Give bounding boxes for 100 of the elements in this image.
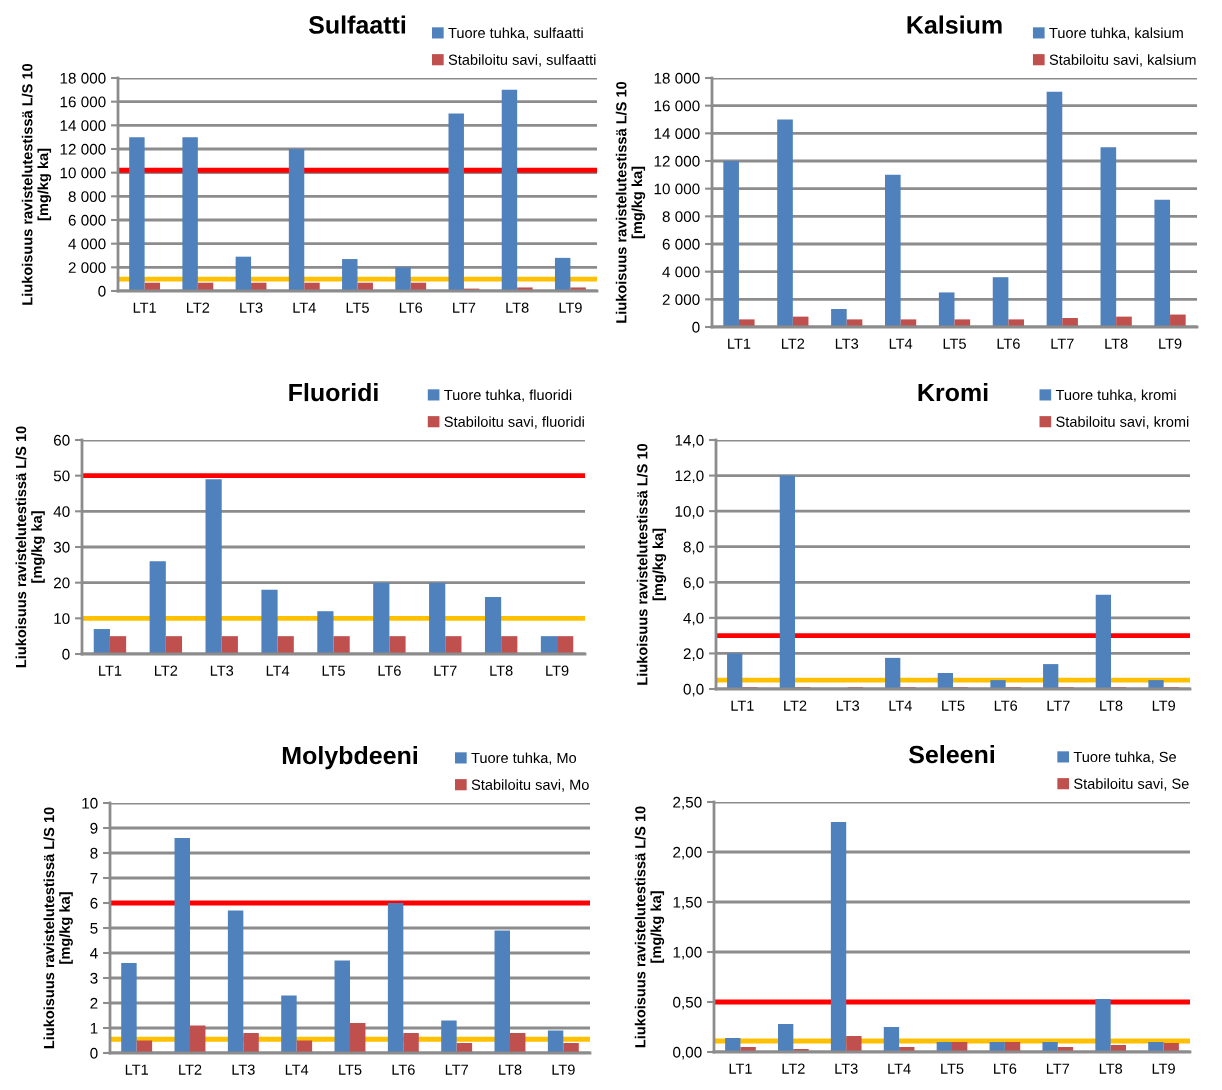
x-tick-label: LT9 bbox=[559, 302, 582, 313]
x-tick-label: LT3 bbox=[210, 665, 234, 676]
y-axis-title: Liukoisuus ravistelutestissä L/S 10 [mg/kg ka] bbox=[43, 807, 73, 1049]
y-tick-label: 10 000 bbox=[60, 167, 106, 179]
legend-label: Stabiloitu savi, kromi bbox=[1056, 416, 1189, 429]
legend-label: Stabiloitu savi, kalsium bbox=[1049, 54, 1196, 67]
x-tick-label: LT5 bbox=[346, 302, 369, 313]
y-tick-label: 14 000 bbox=[60, 120, 106, 132]
x-tick-label: LT8 bbox=[490, 665, 513, 676]
y-tick-label: 2 000 bbox=[68, 262, 106, 274]
x-tick-label: LT4 bbox=[293, 302, 316, 313]
chart-title: Fluoridi bbox=[289, 382, 378, 402]
x-tick-label: LT1 bbox=[729, 1063, 752, 1074]
y-tick-label: 8,0 bbox=[683, 541, 704, 555]
x-tick-label: LT5 bbox=[322, 665, 345, 676]
y-tick-label: 10 bbox=[54, 613, 70, 625]
y-tick-label: 4,0 bbox=[683, 612, 704, 626]
y-axis-title: Liukoisuus ravistelutestissä L/S 10 [mg/kg ka] bbox=[21, 63, 52, 305]
x-tick-label: LT3 bbox=[835, 1063, 858, 1074]
y-tick-label: 1,50 bbox=[673, 896, 702, 910]
x-tick-label: LT7 bbox=[1051, 338, 1074, 349]
x-tick-label: LT5 bbox=[941, 1063, 964, 1074]
y-tick-label: 6 000 bbox=[662, 238, 700, 250]
x-tick-label: LT4 bbox=[889, 700, 912, 711]
legend-label: Tuore tuhka, fluoridi bbox=[444, 389, 572, 402]
x-tick-label: LT7 bbox=[1046, 1063, 1070, 1074]
legend-label: Tuore tuhka, kalsium bbox=[1049, 27, 1183, 40]
x-tick-label: LT1 bbox=[731, 700, 754, 711]
y-tick-label: 20 bbox=[53, 577, 70, 589]
y-tick-label: 18 000 bbox=[60, 72, 106, 84]
legend-label: Tuore tuhka, Se bbox=[1073, 751, 1176, 764]
y-tick-label: 2,50 bbox=[673, 796, 702, 810]
x-tick-label: LT6 bbox=[994, 1063, 1017, 1074]
x-tick-label: LT4 bbox=[888, 1063, 911, 1074]
x-tick-label: LT9 bbox=[546, 665, 569, 676]
x-tick-label: LT3 bbox=[835, 338, 859, 349]
x-tick-label: LT9 bbox=[1152, 700, 1175, 711]
x-tick-label: LT3 bbox=[232, 1064, 255, 1075]
x-tick-label: LT8 bbox=[506, 302, 529, 313]
x-tick-label: LT3 bbox=[836, 700, 860, 711]
y-tick-label: 18 000 bbox=[654, 72, 700, 84]
y-axis-title: Liukoisuus ravistelutestissä L/S 10 [mg/kg ka] bbox=[634, 806, 665, 1048]
y-tick-label: 8 000 bbox=[662, 211, 700, 223]
x-tick-label: LT1 bbox=[728, 338, 751, 349]
x-tick-label: LT9 bbox=[1152, 1063, 1175, 1074]
y-tick-label: 0,50 bbox=[673, 996, 702, 1010]
x-tick-label: LT5 bbox=[339, 1064, 362, 1075]
y-axis-title: Liukoisuus ravistelutestissä L/S 10 [mg/kg ka] bbox=[615, 81, 646, 323]
y-tick-label: 16 000 bbox=[60, 96, 106, 108]
y-tick-label: 10 bbox=[82, 797, 98, 809]
x-tick-label: LT4 bbox=[889, 338, 913, 349]
x-tick-label: LT8 bbox=[1105, 338, 1128, 349]
y-tick-label: 6,0 bbox=[683, 577, 704, 590]
x-tick-label: LT3 bbox=[240, 302, 263, 313]
y-tick-label: 10 000 bbox=[654, 183, 700, 195]
y-tick-label: 0 bbox=[98, 285, 106, 297]
chart-title: Molybdeeni bbox=[282, 745, 417, 770]
x-tick-label: LT6 bbox=[994, 700, 1018, 711]
x-tick-label: LT8 bbox=[1100, 700, 1123, 711]
x-tick-label: LT5 bbox=[942, 700, 965, 711]
y-tick-label: 9 bbox=[90, 822, 98, 834]
y-tick-label: 10,0 bbox=[675, 506, 704, 519]
y-tick-label: 14,0 bbox=[675, 434, 704, 448]
y-tick-label: 7 bbox=[90, 873, 98, 884]
x-tick-label: LT2 bbox=[179, 1064, 202, 1075]
chart-title: Sulfaatti bbox=[308, 15, 406, 34]
y-tick-label: 0,00 bbox=[673, 1046, 702, 1060]
y-tick-label: 6 bbox=[90, 897, 98, 909]
chart-title: Kalsium bbox=[907, 15, 1002, 34]
y-tick-label: 2,0 bbox=[683, 648, 704, 661]
x-tick-label: LT6 bbox=[399, 302, 423, 313]
x-tick-label: LT7 bbox=[1047, 700, 1070, 711]
y-tick-label: 16 000 bbox=[654, 100, 700, 112]
y-tick-label: 1 bbox=[90, 1023, 98, 1034]
x-tick-label: LT6 bbox=[392, 1064, 415, 1075]
legend-label: Stabiloitu savi, Se bbox=[1074, 778, 1189, 791]
legend-label: Tuore tuhka, sulfaatti bbox=[448, 27, 583, 40]
chart-title: Seleeni bbox=[908, 744, 995, 764]
y-tick-label: 4 000 bbox=[662, 266, 700, 278]
y-tick-label: 5 bbox=[90, 923, 98, 934]
y-tick-label: 3 bbox=[90, 972, 98, 984]
y-tick-label: 50 bbox=[53, 470, 70, 482]
x-tick-label: LT8 bbox=[499, 1064, 522, 1075]
x-tick-label: LT7 bbox=[445, 1064, 468, 1075]
x-tick-label: LT6 bbox=[997, 338, 1020, 349]
y-tick-label: 8 bbox=[90, 847, 98, 859]
x-tick-label: LT6 bbox=[378, 665, 401, 676]
legend-label: Tuore tuhka, kromi bbox=[1055, 389, 1176, 402]
y-axis-title: Liukoisuus ravistelutestissä L/S 10 [mg/kg ka] bbox=[15, 426, 45, 668]
y-tick-label: 6 000 bbox=[68, 214, 106, 226]
y-tick-label: 4 000 bbox=[68, 238, 106, 250]
legend-label: Stabiloitu savi, sulfaatti bbox=[448, 54, 596, 67]
chart-title: Kromi bbox=[918, 382, 988, 402]
y-tick-label: 12 000 bbox=[654, 155, 700, 167]
x-tick-label: LT2 bbox=[782, 338, 805, 349]
y-tick-label: 0 bbox=[62, 648, 70, 660]
x-tick-label: LT2 bbox=[782, 1063, 805, 1074]
y-tick-label: 2,00 bbox=[673, 846, 702, 860]
x-tick-label: LT2 bbox=[155, 665, 178, 676]
x-tick-label: LT9 bbox=[1159, 338, 1182, 349]
